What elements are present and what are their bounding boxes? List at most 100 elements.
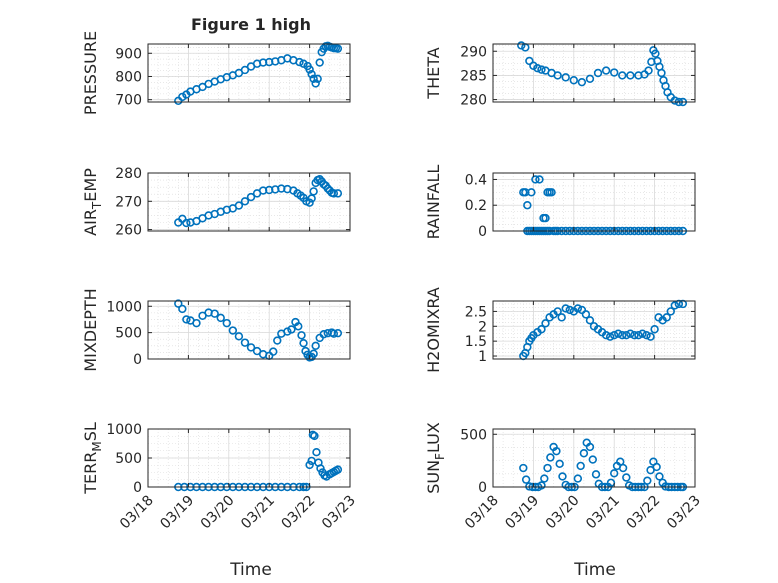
data-point bbox=[240, 338, 250, 347]
data-point bbox=[547, 188, 556, 197]
y-axis-label: SUNFLUX bbox=[424, 422, 447, 494]
data-point bbox=[531, 175, 540, 184]
y-tick-label: 2.5 bbox=[465, 304, 487, 320]
y-tick-label: 0 bbox=[133, 480, 142, 496]
y-tick-label: 0.2 bbox=[465, 198, 487, 214]
data-point bbox=[287, 325, 296, 334]
y-axis-label-part: THETA bbox=[424, 47, 443, 99]
data-point bbox=[579, 449, 589, 458]
data-point bbox=[553, 307, 562, 316]
data-point bbox=[309, 187, 318, 196]
y-axis-label-part: RAINFALL bbox=[424, 165, 443, 240]
y-tick-label: 1.5 bbox=[465, 334, 487, 350]
y-tick-label: 0 bbox=[478, 480, 487, 496]
y-axis-label-part: TERR bbox=[81, 452, 100, 495]
data-point bbox=[182, 218, 191, 228]
y-axis-label-part: AIR bbox=[81, 209, 100, 236]
data-point bbox=[210, 309, 219, 318]
data-point bbox=[591, 470, 601, 479]
data-point bbox=[299, 338, 308, 348]
data-point bbox=[240, 197, 250, 206]
data-point bbox=[609, 331, 619, 340]
data-point bbox=[655, 472, 664, 481]
y-axis-label: AIRTEMP bbox=[81, 168, 104, 236]
data-point bbox=[588, 455, 597, 464]
data-point bbox=[333, 328, 343, 338]
data-point bbox=[670, 96, 679, 105]
data-point bbox=[222, 318, 231, 328]
data-point bbox=[333, 465, 343, 474]
y-tick-label: 1000 bbox=[106, 422, 142, 438]
data-point bbox=[305, 65, 314, 74]
axes-box bbox=[492, 300, 696, 360]
data-point bbox=[576, 461, 585, 471]
data-point bbox=[329, 189, 339, 198]
axes-box bbox=[147, 172, 351, 232]
data-point bbox=[246, 192, 256, 202]
data-point bbox=[309, 349, 318, 358]
data-point bbox=[622, 331, 631, 340]
y-tick-label: 700 bbox=[115, 93, 142, 109]
data-point bbox=[605, 332, 615, 341]
data-point bbox=[618, 71, 627, 80]
data-point bbox=[333, 44, 343, 53]
y-axis-label-subscript: F bbox=[433, 453, 447, 460]
y-tick-label: 280 bbox=[460, 93, 487, 109]
data-point bbox=[646, 332, 655, 341]
data-point bbox=[533, 63, 542, 73]
data-point bbox=[269, 347, 278, 356]
y-axis-label: H2OMIXRA bbox=[424, 287, 443, 373]
data-point bbox=[329, 329, 339, 338]
axes-box bbox=[492, 428, 696, 488]
data-point bbox=[651, 49, 660, 58]
data-point bbox=[573, 304, 583, 313]
axes-box bbox=[147, 43, 351, 103]
data-point bbox=[309, 74, 318, 84]
data-point bbox=[216, 313, 225, 323]
y-tick-label: 285 bbox=[460, 68, 487, 84]
y-axis-label-subscript: M bbox=[90, 441, 104, 451]
data-point bbox=[523, 201, 532, 210]
data-point bbox=[670, 301, 679, 310]
data-point bbox=[593, 68, 603, 78]
data-point bbox=[537, 65, 546, 74]
y-axis-label-part: SUN bbox=[424, 460, 443, 494]
data-point bbox=[657, 68, 666, 78]
data-point bbox=[541, 319, 550, 328]
data-point bbox=[519, 463, 528, 473]
subplot-4: 0 0.2 0.4 RAINFALL bbox=[424, 165, 696, 240]
data-point bbox=[273, 336, 282, 345]
data-point bbox=[319, 330, 328, 339]
data-point bbox=[618, 463, 628, 473]
data-point bbox=[650, 325, 659, 334]
y-tick-label: 290 bbox=[460, 44, 487, 60]
data-point bbox=[573, 474, 583, 483]
data-point bbox=[666, 307, 675, 316]
data-point bbox=[535, 175, 544, 184]
y-tick-label: 0 bbox=[478, 224, 487, 240]
data-point bbox=[312, 448, 321, 457]
data-point bbox=[240, 65, 250, 75]
y-tick-label: 0.4 bbox=[465, 172, 487, 188]
y-tick-label: 500 bbox=[115, 326, 142, 342]
data-point bbox=[310, 431, 319, 441]
data-point bbox=[642, 331, 651, 340]
data-point bbox=[521, 475, 531, 484]
y-axis-label: THETA bbox=[424, 47, 443, 99]
axes-box bbox=[492, 43, 696, 103]
data-point bbox=[561, 73, 570, 82]
data-point bbox=[527, 188, 536, 197]
data-point bbox=[585, 74, 595, 84]
data-point bbox=[614, 329, 623, 338]
y-axis-label: TERRMSL bbox=[81, 422, 104, 495]
x-axis-label-left: Time bbox=[229, 560, 272, 580]
data-point bbox=[316, 464, 325, 473]
subplot-1: 700 800 900 PRESSURE bbox=[81, 31, 351, 115]
subplot-5: 0 500 1000 MIXDEPTH bbox=[81, 288, 351, 372]
data-point bbox=[557, 313, 566, 322]
data-point bbox=[174, 299, 183, 308]
y-tick-label: 2 bbox=[478, 319, 487, 335]
y-tick-label: 500 bbox=[460, 427, 487, 443]
y-tick-label: 800 bbox=[115, 69, 142, 85]
data-point bbox=[297, 331, 306, 340]
